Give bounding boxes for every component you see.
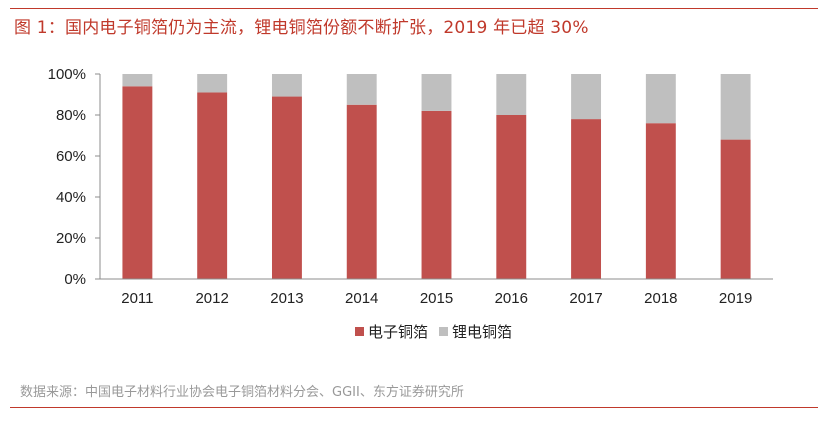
legend: 电子铜箔 锂电铜箔 [355, 323, 512, 341]
bar-lithium-2012 [197, 74, 228, 93]
bar-electronic-2011 [122, 86, 153, 279]
bar-lithium-2014 [346, 74, 377, 105]
bar-lithium-2018 [645, 74, 676, 124]
y-tick-label: 20% [56, 230, 86, 247]
chart-title: 图 1：国内电子铜箔仍为主流，锂电铜箔份额不断扩张，2019 年已超 30% [14, 18, 589, 38]
x-tick-label: 2011 [121, 290, 153, 307]
bar-electronic-2012 [197, 92, 228, 279]
bar-electronic-2016 [496, 115, 527, 279]
legend-label-lithium: 锂电铜箔 [452, 323, 512, 341]
data-source: 数据来源：中国电子材料行业协会电子铜箔材料分会、GGII、东方证券研究所 [20, 385, 464, 400]
bar-electronic-2013 [271, 96, 302, 279]
x-tick-label: 2015 [420, 290, 453, 307]
y-tick-label: 0% [64, 271, 86, 288]
bars [122, 74, 751, 280]
y-tick-label: 60% [56, 148, 86, 165]
bar-electronic-2017 [571, 119, 602, 279]
bar-electronic-2015 [421, 110, 452, 280]
legend-swatch-electronic [355, 327, 364, 336]
legend-swatch-lithium [439, 327, 448, 336]
bar-lithium-2011 [122, 74, 153, 87]
bar-lithium-2017 [571, 74, 602, 120]
bar-lithium-2015 [421, 74, 452, 111]
bar-lithium-2016 [496, 74, 527, 115]
x-tick-label: 2019 [719, 290, 752, 307]
x-tick-label: 2017 [569, 290, 602, 307]
top-rule [10, 8, 818, 9]
bar-electronic-2018 [645, 123, 676, 279]
y-tick-label: 80% [56, 107, 86, 124]
y-axis: 0% 20% 40% 60% 80% 100% [48, 66, 101, 288]
bar-electronic-2014 [346, 104, 377, 279]
y-tick-label: 100% [48, 66, 86, 83]
x-tick-label: 2013 [270, 290, 303, 307]
x-tick-label: 2014 [345, 290, 378, 307]
y-tick-label: 40% [56, 189, 86, 206]
x-tick-label: 2012 [195, 290, 228, 307]
bar-lithium-2013 [271, 74, 302, 97]
x-axis: 2011 2012 2013 2014 2015 2016 2017 2018 2019 [100, 278, 773, 307]
bar-lithium-2019 [720, 74, 751, 140]
x-tick-label: 2016 [495, 290, 528, 307]
legend-label-electronic: 电子铜箔 [368, 323, 428, 341]
bottom-rule [10, 407, 818, 408]
bar-electronic-2019 [720, 139, 751, 279]
x-tick-label: 2018 [644, 290, 677, 307]
